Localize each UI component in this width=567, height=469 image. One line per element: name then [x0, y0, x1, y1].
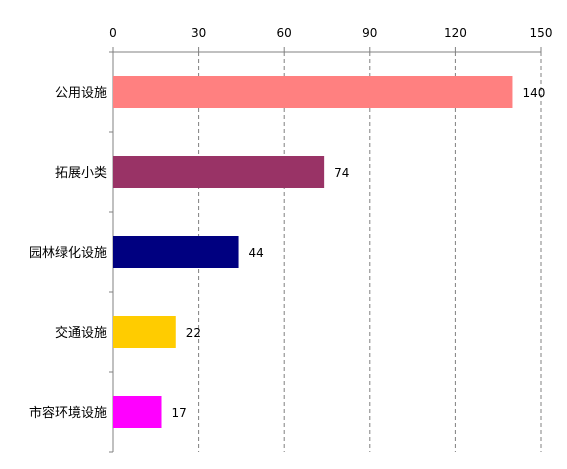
data-label: 140 — [522, 86, 545, 100]
data-label: 74 — [334, 166, 349, 180]
bar — [113, 316, 176, 348]
bar — [113, 76, 513, 108]
category-label: 市容环境设施 — [29, 405, 107, 421]
x-tick-label: 120 — [444, 26, 467, 40]
data-label: 22 — [186, 326, 201, 340]
x-tick-label: 150 — [530, 26, 553, 40]
bars — [113, 76, 513, 428]
category-label: 交通设施 — [55, 325, 107, 341]
data-label: 17 — [172, 406, 187, 420]
data-label: 44 — [249, 246, 264, 260]
labels: 0 30 60 90 120 150 公用设施 140 拓展小类 74 园林绿化设施 44 交通设施 22… — [29, 26, 552, 421]
x-tick-label: 60 — [277, 26, 292, 40]
x-tick-label: 90 — [362, 26, 377, 40]
category-label: 公用设施 — [55, 86, 107, 101]
bar — [113, 396, 162, 428]
x-tick-label: 30 — [191, 26, 206, 40]
category-label: 拓展小类 — [55, 166, 107, 181]
bar — [113, 156, 325, 188]
category-label: 园林绿化设施 — [29, 246, 107, 261]
x-tick-label: 0 — [109, 26, 117, 40]
bar — [113, 236, 239, 268]
